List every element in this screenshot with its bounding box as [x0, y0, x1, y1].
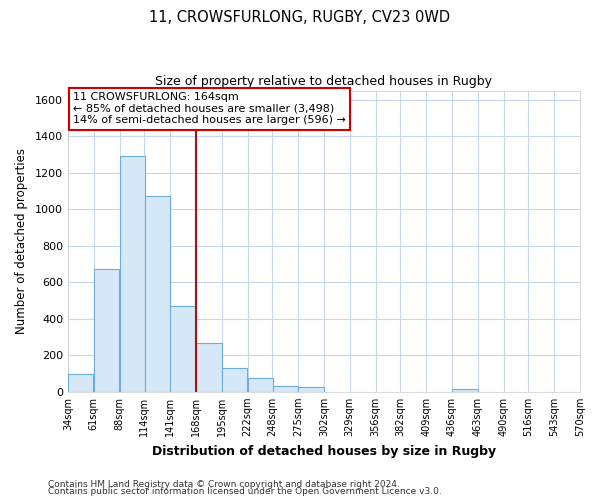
Bar: [452, 389, 478, 392]
Bar: [120, 156, 145, 392]
Bar: [196, 344, 221, 392]
Title: Size of property relative to detached houses in Rugby: Size of property relative to detached ho…: [155, 75, 493, 88]
Y-axis label: Number of detached properties: Number of detached properties: [15, 148, 28, 334]
Bar: [94, 270, 119, 392]
Text: 11 CROWSFURLONG: 164sqm
← 85% of detached houses are smaller (3,498)
14% of semi: 11 CROWSFURLONG: 164sqm ← 85% of detache…: [73, 92, 346, 126]
X-axis label: Distribution of detached houses by size in Rugby: Distribution of detached houses by size …: [152, 444, 496, 458]
Text: 11, CROWSFURLONG, RUGBY, CV23 0WD: 11, CROWSFURLONG, RUGBY, CV23 0WD: [149, 10, 451, 25]
Bar: [298, 386, 324, 392]
Bar: [272, 386, 298, 392]
Bar: [170, 306, 196, 392]
Bar: [145, 196, 170, 392]
Text: Contains HM Land Registry data © Crown copyright and database right 2024.: Contains HM Land Registry data © Crown c…: [48, 480, 400, 489]
Text: Contains public sector information licensed under the Open Government Licence v3: Contains public sector information licen…: [48, 488, 442, 496]
Bar: [222, 368, 247, 392]
Bar: [248, 378, 273, 392]
Bar: [68, 374, 94, 392]
